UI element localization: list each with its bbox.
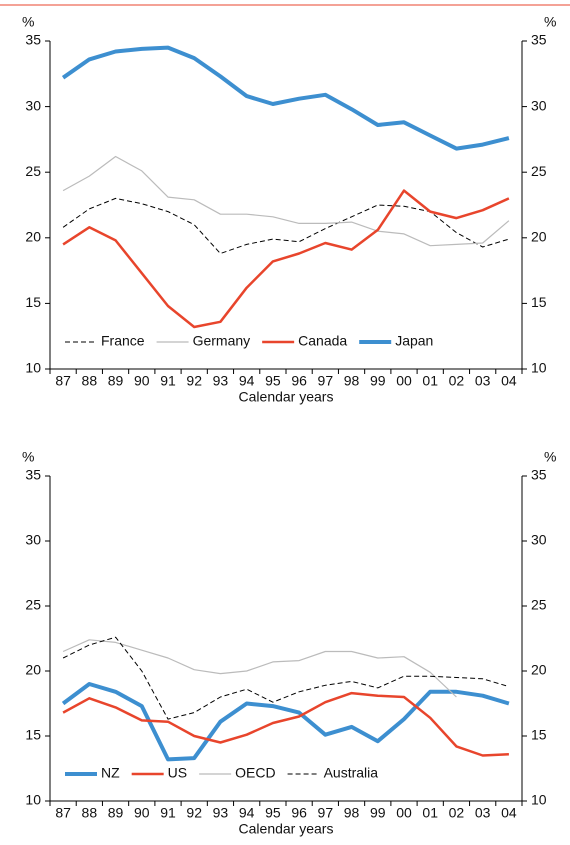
y-tick-label: 25 <box>25 597 41 613</box>
x-axis-title: Calendar years <box>239 389 334 405</box>
x-tick-label: 97 <box>318 373 334 389</box>
y-unit: % <box>22 14 34 30</box>
x-tick-label: 89 <box>108 805 124 821</box>
x-tick-label: 92 <box>186 805 202 821</box>
y2-tick-label: 25 <box>531 163 547 179</box>
x-tick-label: 95 <box>265 373 281 389</box>
x-tick-label: 91 <box>160 373 176 389</box>
y-tick-label: 20 <box>25 229 41 245</box>
y-tick-label: 10 <box>25 360 41 376</box>
x-tick-label: 01 <box>422 373 438 389</box>
legend-label: OECD <box>235 765 275 781</box>
x-tick-label: 03 <box>475 805 491 821</box>
y2-tick-label: 15 <box>531 727 547 743</box>
x-tick-label: 89 <box>108 373 124 389</box>
legend-label: US <box>168 765 187 781</box>
y2-tick-label: 20 <box>531 662 547 678</box>
x-tick-label: 88 <box>82 373 98 389</box>
x-tick-label: 02 <box>449 805 465 821</box>
y2-tick-label: 25 <box>531 597 547 613</box>
y-tick-label: 35 <box>25 467 41 483</box>
legend-label: Canada <box>298 333 347 349</box>
x-tick-label: 94 <box>239 805 255 821</box>
y2-tick-label: 35 <box>531 467 547 483</box>
x-tick-label: 96 <box>291 805 307 821</box>
y2-unit: % <box>544 449 556 465</box>
x-tick-label: 94 <box>239 373 255 389</box>
y-tick-label: 35 <box>25 32 41 48</box>
x-tick-label: 01 <box>422 805 438 821</box>
y2-tick-label: 10 <box>531 360 547 376</box>
x-tick-label: 99 <box>370 373 386 389</box>
data-line <box>62 636 510 720</box>
x-tick-label: 99 <box>370 805 386 821</box>
x-axis-title: Calendar years <box>239 821 334 837</box>
legend-label: Germany <box>193 333 251 349</box>
y-tick-label: 30 <box>25 532 41 548</box>
y-tick-label: 10 <box>25 792 41 808</box>
x-tick-label: 93 <box>213 373 229 389</box>
y2-tick-label: 20 <box>531 229 547 245</box>
x-tick-label: 03 <box>475 373 491 389</box>
data-line <box>61 45 510 151</box>
x-tick-label: 04 <box>501 805 517 821</box>
x-tick-label: 95 <box>265 805 281 821</box>
y2-tick-label: 35 <box>531 32 547 48</box>
y-unit: % <box>22 449 34 465</box>
x-tick-label: 87 <box>55 805 71 821</box>
x-tick-label: 00 <box>396 373 412 389</box>
y2-tick-label: 30 <box>531 532 547 548</box>
y2-tick-label: 10 <box>531 792 547 808</box>
x-tick-label: 87 <box>55 373 71 389</box>
data-line <box>62 639 457 698</box>
x-tick-label: 88 <box>82 805 98 821</box>
legend-label: France <box>101 333 145 349</box>
x-tick-label: 93 <box>213 805 229 821</box>
data-line <box>62 691 509 757</box>
data-line <box>62 197 510 254</box>
x-tick-label: 02 <box>449 373 465 389</box>
y2-tick-label: 30 <box>531 97 547 113</box>
y-tick-label: 30 <box>25 97 41 113</box>
y2-unit: % <box>544 14 556 30</box>
data-line <box>62 189 510 329</box>
x-tick-label: 90 <box>134 373 150 389</box>
y-tick-label: 20 <box>25 662 41 678</box>
legend-label: Australia <box>324 765 379 781</box>
x-tick-label: 96 <box>291 373 307 389</box>
x-tick-label: 98 <box>344 805 360 821</box>
x-tick-label: 00 <box>396 805 412 821</box>
x-tick-label: 90 <box>134 805 150 821</box>
x-tick-label: 04 <box>501 373 517 389</box>
y2-tick-label: 15 <box>531 294 547 310</box>
data-line <box>61 682 510 762</box>
x-tick-label: 98 <box>344 373 360 389</box>
y-tick-label: 15 <box>25 727 41 743</box>
x-tick-label: 91 <box>160 805 176 821</box>
y-tick-label: 25 <box>25 163 41 179</box>
legend-label: Japan <box>395 333 433 349</box>
x-tick-label: 92 <box>186 373 202 389</box>
x-tick-label: 97 <box>318 805 334 821</box>
legend-label: NZ <box>101 765 120 781</box>
y-tick-label: 15 <box>25 294 41 310</box>
data-line <box>62 155 510 247</box>
